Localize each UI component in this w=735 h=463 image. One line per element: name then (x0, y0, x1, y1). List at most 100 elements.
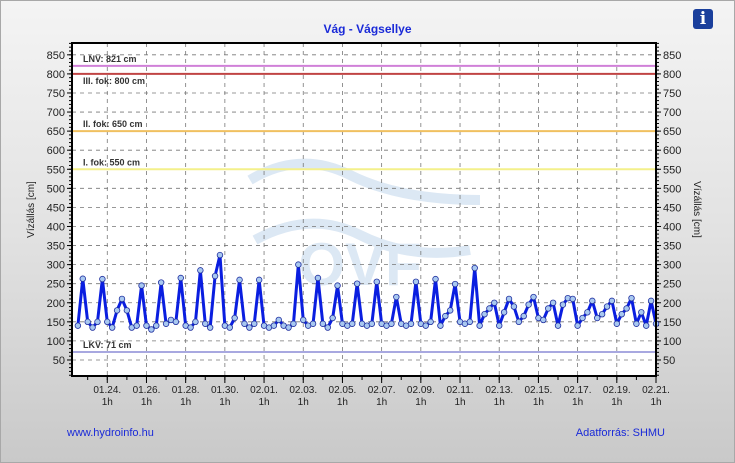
data-point (241, 320, 248, 327)
data-point (569, 295, 576, 303)
data-point (613, 320, 621, 327)
y-tick-label-right: 400 (663, 221, 681, 233)
data-point (197, 267, 204, 274)
data-point (187, 324, 194, 331)
data-point (79, 275, 86, 282)
y-tick-label-left: 300 (47, 260, 65, 272)
data-point (559, 301, 567, 308)
data-point (104, 318, 111, 326)
info-icon[interactable]: i (693, 9, 713, 29)
data-point (231, 314, 238, 322)
y-tick-label-right: 550 (663, 164, 681, 176)
y-tick-label-left: 150 (47, 317, 65, 329)
y-tick-label-right: 250 (663, 279, 681, 291)
data-point (584, 309, 591, 316)
data-point (554, 322, 562, 329)
x-tick-label: 02.01. (250, 385, 278, 396)
x-tick-sublabel: 1h (494, 397, 505, 408)
y-tick-label-left: 700 (47, 107, 65, 119)
data-point (451, 280, 459, 288)
y-tick-label-right: 300 (663, 260, 681, 272)
y-tick-label-left: 100 (47, 336, 65, 348)
data-point (608, 297, 616, 305)
data-point (206, 324, 214, 331)
data-point (202, 320, 209, 327)
x-tick-sublabel: 1h (611, 397, 622, 408)
data-point (211, 272, 219, 280)
data-point (530, 293, 537, 301)
data-point (99, 275, 106, 283)
data-point (319, 320, 327, 327)
x-tick-label: 01.24. (93, 385, 121, 396)
data-point (329, 314, 336, 322)
data-point (108, 324, 116, 331)
data-point (598, 311, 606, 318)
data-point (505, 295, 513, 303)
data-point (324, 324, 331, 331)
data-point (251, 320, 258, 327)
data-point (515, 318, 523, 326)
y-tick-label-left: 750 (47, 88, 65, 100)
data-point (192, 318, 199, 326)
y-tick-label-right: 700 (663, 107, 681, 119)
data-point (393, 293, 400, 301)
x-tick-sublabel: 1h (141, 397, 152, 408)
y-tick-label-right: 150 (663, 317, 681, 329)
data-point (138, 282, 145, 289)
y-tick-label-left: 600 (47, 145, 65, 157)
data-point (643, 322, 650, 329)
y-tick-label-left: 200 (47, 298, 65, 310)
data-point (349, 320, 356, 327)
x-tick-label: 02.03. (289, 385, 317, 396)
y-tick-label-right: 800 (663, 69, 681, 81)
data-point (427, 318, 434, 326)
data-point (74, 322, 82, 329)
y-axis-label-right: Vízállás [cm] (691, 181, 702, 238)
threshold-label: LNV: 821 cm (83, 54, 137, 64)
x-tick-label: 01.30. (211, 385, 239, 396)
x-tick-label: 02.07. (368, 385, 396, 396)
x-tick-sublabel: 1h (337, 397, 348, 408)
data-point (162, 320, 170, 327)
data-point (603, 303, 611, 310)
y-tick-label-right: 850 (663, 50, 681, 62)
data-point (466, 318, 474, 326)
data-point (246, 324, 253, 331)
data-point (540, 316, 547, 324)
data-point (255, 276, 263, 284)
y-tick-label-left: 250 (47, 279, 65, 291)
data-point (545, 305, 552, 312)
y-tick-label-right: 200 (663, 298, 681, 310)
data-point (94, 318, 101, 326)
threshold-label: II. fok: 650 cm (83, 119, 143, 129)
x-tick-label: 02.21. (642, 385, 670, 396)
x-tick-label: 02.05. (329, 385, 357, 396)
data-point (113, 307, 121, 314)
data-point (172, 318, 180, 326)
data-point (412, 278, 420, 285)
data-point (89, 324, 96, 331)
data-point (623, 305, 630, 312)
website-link[interactable]: www.hydroinfo.hu (67, 427, 154, 439)
data-point (157, 279, 165, 286)
data-point (476, 322, 483, 329)
threshold-label: I. fok: 550 cm (83, 157, 140, 167)
data-point (388, 320, 395, 327)
x-tick-sublabel: 1h (572, 397, 583, 408)
data-point (628, 294, 635, 302)
data-point (123, 307, 131, 314)
data-point (226, 324, 233, 331)
data-point (491, 299, 498, 306)
data-point (471, 264, 478, 272)
data-point (638, 309, 645, 316)
data-point (153, 322, 160, 329)
x-tick-label: 02.15. (525, 385, 553, 396)
y-tick-label-right: 50 (663, 355, 675, 367)
x-tick-label: 02.09. (407, 385, 435, 396)
x-tick-label: 02.13. (485, 385, 513, 396)
data-point (447, 307, 454, 314)
data-point (270, 322, 278, 329)
data-point (84, 318, 91, 326)
x-tick-label: 02.19. (603, 385, 631, 396)
